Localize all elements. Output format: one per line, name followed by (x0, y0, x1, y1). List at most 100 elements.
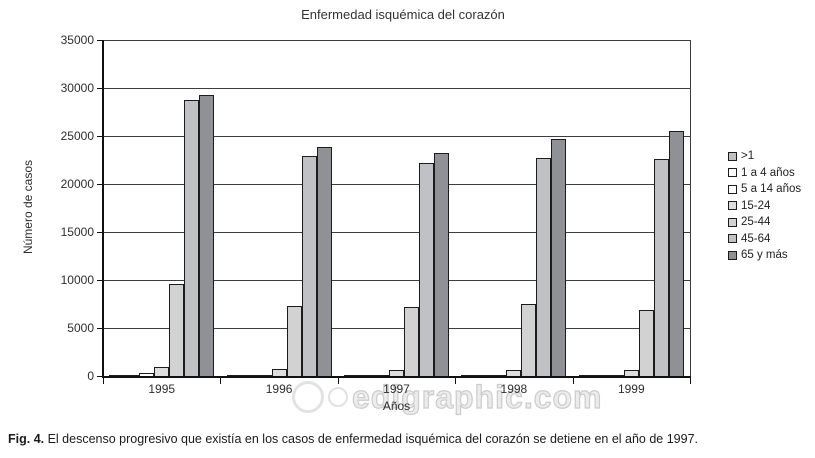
bar-1999-25-44 (638, 309, 654, 376)
chart-title: Enfermedad isquémica del corazón (301, 7, 505, 22)
legend-label: >1 (741, 150, 755, 163)
bar-1998-65-y-m-s (551, 138, 567, 376)
legend-item-15-24: 15-24 (728, 198, 801, 215)
bar-1997-45-64 (419, 162, 434, 376)
x-axis-tick (572, 378, 574, 384)
y-axis-tick-label: 25000 (60, 129, 94, 143)
bar-1998-1 (461, 375, 477, 376)
bar-1999-45-64 (653, 159, 669, 376)
y-axis-tick-label: 30000 (60, 81, 94, 95)
bar-1997-5-a-14-a-os (374, 374, 389, 376)
gridline (103, 184, 690, 185)
bar-1995-65-y-m-s (199, 94, 215, 376)
bar-1998-25-44 (521, 304, 537, 376)
y-axis-tick-label: 35000 (60, 33, 94, 47)
legend-label: 1 a 4 años (741, 166, 795, 179)
y-axis-tick-label: 15000 (60, 225, 94, 239)
bar-chart: Enfermedad isquémica del corazón Número … (21, 7, 691, 413)
x-axis-tick (455, 378, 457, 384)
y-axis-tick (97, 376, 103, 377)
bar-1999-65-y-m-s (668, 131, 684, 376)
x-axis-year-label: 1998 (500, 382, 528, 396)
bar-1997-1-a-4-a-os (359, 375, 374, 376)
bar-1997-1 (344, 375, 359, 376)
x-axis-year-label: 1995 (148, 382, 176, 396)
gridline (103, 280, 690, 281)
bar-1999-5-a-14-a-os (608, 374, 624, 376)
figure-caption-number: Fig. 4. (8, 432, 45, 446)
x-axis-tick (103, 378, 104, 384)
y-axis-tick (97, 232, 103, 233)
bar-1996-25-44 (286, 305, 302, 376)
y-axis-tick-label: 10000 (60, 273, 94, 287)
bar-1995-5-a-14-a-os (139, 372, 155, 376)
bar-1996-5-a-14-a-os (256, 374, 272, 376)
y-axis-tick (97, 88, 103, 89)
bar-1995-15-24 (154, 367, 170, 376)
bar-1995-1-a-4-a-os (124, 375, 140, 376)
legend-swatch-icon (728, 217, 737, 227)
legend-label: 25-44 (741, 216, 771, 229)
y-axis-tick (97, 136, 103, 137)
x-axis-tick (337, 378, 339, 384)
watermark-ornament-icon (328, 387, 348, 407)
gridline (103, 136, 690, 137)
legend-swatch-icon (728, 184, 737, 194)
x-axis-tick (220, 378, 222, 384)
figure-caption: Fig. 4. El descenso progresivo que exist… (8, 431, 808, 447)
figure-caption-text: El descenso progresivo que existía en lo… (44, 432, 699, 446)
bar-1998-15-24 (506, 369, 522, 376)
bar-1995-1 (109, 375, 125, 376)
legend-item-65-y-m-s: 65 y más (728, 247, 801, 264)
legend-item-5-a-14-a-os: 5 a 14 años (728, 181, 801, 198)
bar-1996-45-64 (301, 156, 317, 376)
y-axis-tick (97, 40, 103, 41)
gridline (103, 88, 690, 89)
bar-1996-15-24 (271, 369, 287, 376)
legend-item-45-64: 45-64 (728, 231, 801, 248)
legend-label: 15-24 (741, 199, 771, 212)
watermark-ornament-icon (292, 381, 324, 413)
bar-1996-1-a-4-a-os (241, 375, 257, 376)
y-axis-tick (97, 328, 103, 329)
x-axis-title: Años (382, 399, 411, 413)
legend-swatch-icon (728, 168, 737, 178)
gridline (103, 328, 690, 329)
legend-label: 45-64 (741, 232, 771, 245)
legend-label: 65 y más (741, 249, 788, 262)
x-axis-year-label: 1997 (383, 382, 410, 396)
y-axis-title: Número de casos (21, 159, 35, 255)
bar-1997-65-y-m-s (434, 153, 449, 376)
bar-1999-15-24 (623, 370, 639, 376)
x-axis-tick (690, 378, 691, 384)
bar-1999-1 (578, 375, 594, 376)
x-axis-year-label: 1996 (265, 382, 293, 396)
legend-swatch-icon (728, 250, 737, 260)
bar-1996-1 (226, 375, 242, 376)
legend-swatch-icon (728, 151, 737, 161)
gridline (103, 40, 690, 41)
bar-1995-45-64 (184, 99, 200, 376)
chart-legend: >1 1 a 4 años 5 a 14 años 15-24 25-44 45-64 65… (728, 148, 801, 264)
legend-label: 5 a 14 años (741, 183, 802, 196)
bar-1995-25-44 (169, 283, 185, 376)
legend-item-1-a-4-a-os: 1 a 4 años (728, 165, 801, 182)
bar-1998-45-64 (536, 158, 552, 376)
bar-1997-25-44 (404, 306, 419, 376)
plot-border-right (690, 40, 691, 376)
y-axis-line (102, 40, 104, 378)
y-axis-tick (97, 184, 103, 185)
legend-item-1: >1 (728, 148, 801, 165)
watermark-text: edigraphic.com (351, 379, 603, 415)
bar-1997-15-24 (389, 369, 404, 376)
watermark: edigraphic.com (292, 379, 603, 415)
y-axis-tick-label: 5000 (67, 321, 94, 335)
x-axis-year-label: 1999 (617, 382, 645, 396)
bar-1998-5-a-14-a-os (491, 374, 507, 376)
legend-item-25-44: 25-44 (728, 214, 801, 231)
bar-1998-1-a-4-a-os (476, 375, 492, 376)
y-axis-tick-label: 0 (87, 369, 94, 383)
bar-1999-1-a-4-a-os (593, 375, 609, 376)
gridline (103, 232, 690, 233)
legend-swatch-icon (728, 234, 737, 244)
